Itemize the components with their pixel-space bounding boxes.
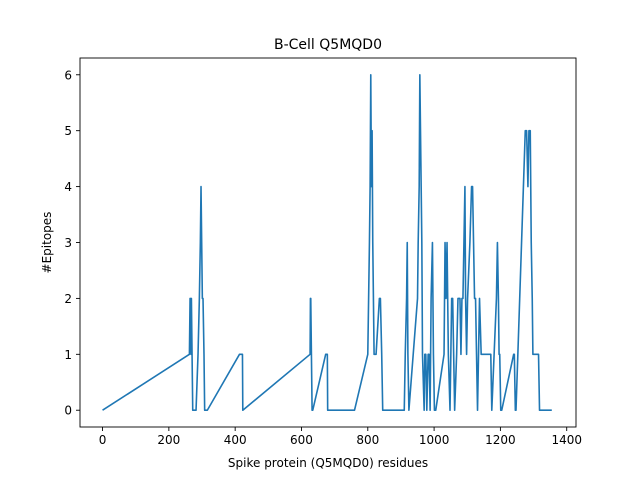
x-tick-label: 1000 [419,433,450,447]
x-axis-ticks: 0 200 400 600 800 1000 1200 1400 [99,427,582,447]
y-tick-label: 4 [64,180,72,194]
y-tick-label: 3 [64,236,72,250]
y-tick-label: 2 [64,292,72,306]
x-tick-label: 0 [99,433,107,447]
x-axis-label: Spike protein (Q5MQD0) residues [228,456,428,470]
x-tick-label: 800 [356,433,379,447]
x-tick-label: 600 [290,433,313,447]
y-tick-label: 0 [64,404,72,418]
y-axis-label: #Epitopes [40,212,54,274]
chart-title: B-Cell Q5MQD0 [274,37,382,53]
x-tick-label: 1400 [551,433,582,447]
y-axis-ticks: 0 1 2 3 4 5 6 [64,68,80,418]
x-tick-label: 400 [224,433,247,447]
y-tick-label: 6 [64,68,72,82]
x-tick-label: 1200 [485,433,516,447]
x-tick-label: 200 [157,433,180,447]
y-tick-label: 5 [64,124,72,138]
y-tick-label: 1 [64,348,72,362]
series-line [102,73,552,412]
